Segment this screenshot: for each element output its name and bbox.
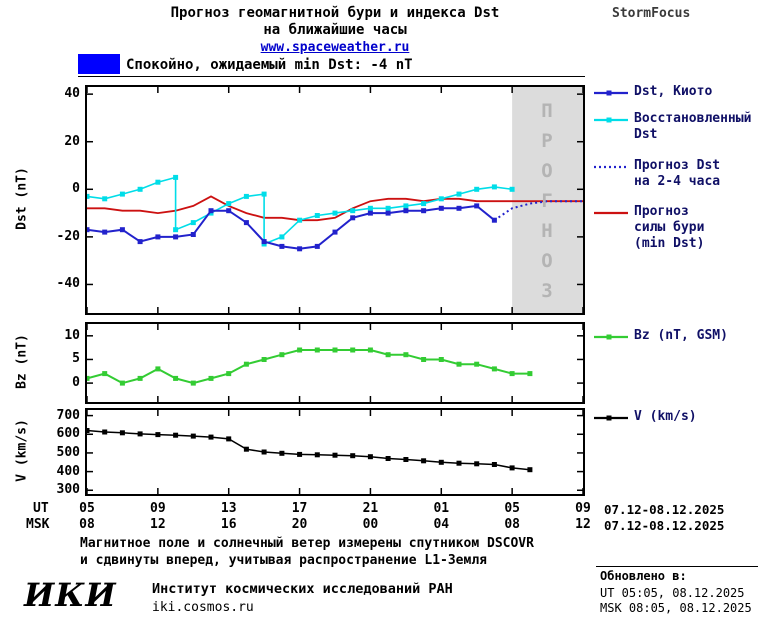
x-tick-label: 12 (150, 517, 166, 532)
legend-label: Dst (634, 127, 658, 142)
y-tick-label: 400 (56, 463, 80, 479)
x-tick-label: 01 (433, 501, 450, 516)
bz-chart-panel (85, 322, 585, 404)
updated-ut-time: UT 05:05, 08.12.2025 (600, 586, 745, 600)
x-tick-label: 04 (433, 517, 450, 532)
xaxis-msk-row-label: MSK (26, 517, 50, 532)
legend-entry: Bz (nT, GSM) (594, 328, 728, 344)
x-tick-label: 17 (291, 501, 308, 516)
y-tick-label: 10 (64, 327, 80, 343)
x-tick-label: 09 (150, 501, 166, 516)
legend-label: Dst, Киото (634, 84, 713, 99)
updated-msk-time: MSK 08:05, 08.12.2025 (600, 601, 752, 615)
x-tick-label: 05 (79, 501, 95, 516)
iki-site-link[interactable]: iki.cosmos.ru (152, 600, 254, 615)
y-tick-label: 40 (64, 86, 80, 102)
note-line2: и сдвинуты вперед, учитывая распростране… (80, 553, 487, 568)
note-line1: Магнитное поле и солнечный ветер измерен… (80, 536, 534, 551)
dst-chart-panel (85, 85, 585, 315)
forecast-band-label: ПРОГНОЗ (536, 100, 558, 310)
institute-name: Институт космических исследований РАН (152, 581, 453, 597)
x-tick-label: 21 (362, 501, 379, 516)
page-title-line2: на ближайшие часы (263, 22, 407, 38)
x-tick-label: 13 (220, 501, 237, 516)
x-tick-label: 09 (575, 501, 591, 516)
x-tick-label: 20 (291, 517, 308, 532)
legend-entry: V (km/s) (594, 409, 697, 425)
y-tick-label: 20 (64, 133, 80, 149)
status-divider (78, 76, 585, 77)
y-tick-label: 600 (56, 426, 80, 442)
x-tick-label: 08 (504, 517, 520, 532)
xaxis-msk-date: 07.12-08.12.2025 (604, 518, 725, 533)
y-tick-label: 500 (56, 444, 80, 460)
quiet-status-text: Спокойно, ожидаемый min Dst: -4 nT (126, 57, 413, 73)
legend-entry: Прогноз силы бури (min Dst) (594, 204, 704, 252)
dst-y-axis-label: Dst (nT) (14, 167, 30, 230)
v-chart (87, 410, 583, 494)
dst-chart (87, 87, 583, 313)
iki-logo: ИКИ (24, 576, 117, 614)
v-chart-panel (85, 408, 585, 496)
legend-entry: Dst, Киото (594, 84, 712, 100)
legend-label: Прогноз (634, 204, 689, 219)
y-tick-label: 700 (56, 407, 80, 423)
updated-title: Обновлено в: (600, 569, 687, 583)
legend-label: Восстановленный (634, 111, 752, 126)
y-tick-label: 0 (72, 375, 80, 391)
legend-label: Прогноз Dst (634, 158, 721, 173)
xaxis-ut-row-label: UT (33, 501, 49, 516)
x-tick-label: 16 (220, 517, 237, 532)
legend-entry: Восстановленный Dst (594, 111, 751, 143)
legend-label: Bz (nT, GSM) (634, 328, 728, 343)
y-tick-label: -40 (56, 276, 80, 292)
y-tick-label: 0 (72, 181, 80, 197)
brand-text: StormFocus (612, 6, 691, 21)
bz-chart (87, 324, 583, 402)
y-tick-label: 300 (56, 482, 80, 498)
y-tick-label: 5 (72, 351, 80, 367)
x-tick-label: 08 (79, 517, 95, 532)
header: Прогноз геомагнитной бури и индекса Dst … (85, 5, 585, 56)
legend-label: (min Dst) (634, 236, 705, 251)
xaxis-ut-date: 07.12-08.12.2025 (604, 502, 725, 517)
spaceweather-link[interactable]: www.spaceweather.ru (260, 40, 410, 55)
updated-divider (596, 566, 758, 567)
legend-label: силы бури (634, 220, 705, 235)
quiet-status-swatch (78, 54, 120, 74)
legend-label: V (km/s) (634, 409, 697, 424)
bz-y-axis-label: Bz (nT) (14, 334, 30, 389)
y-tick-label: -20 (56, 228, 80, 244)
x-tick-label: 00 (362, 517, 379, 532)
page-title-line1: Прогноз геомагнитной бури и индекса Dst (170, 5, 500, 21)
legend-entry: Прогноз Dst на 2-4 часа (594, 158, 720, 190)
legend-label: на 2-4 часа (634, 174, 721, 189)
v-y-axis-label: V (km/s) (14, 419, 30, 482)
x-tick-label: 12 (575, 517, 591, 532)
x-tick-label: 05 (504, 501, 520, 516)
